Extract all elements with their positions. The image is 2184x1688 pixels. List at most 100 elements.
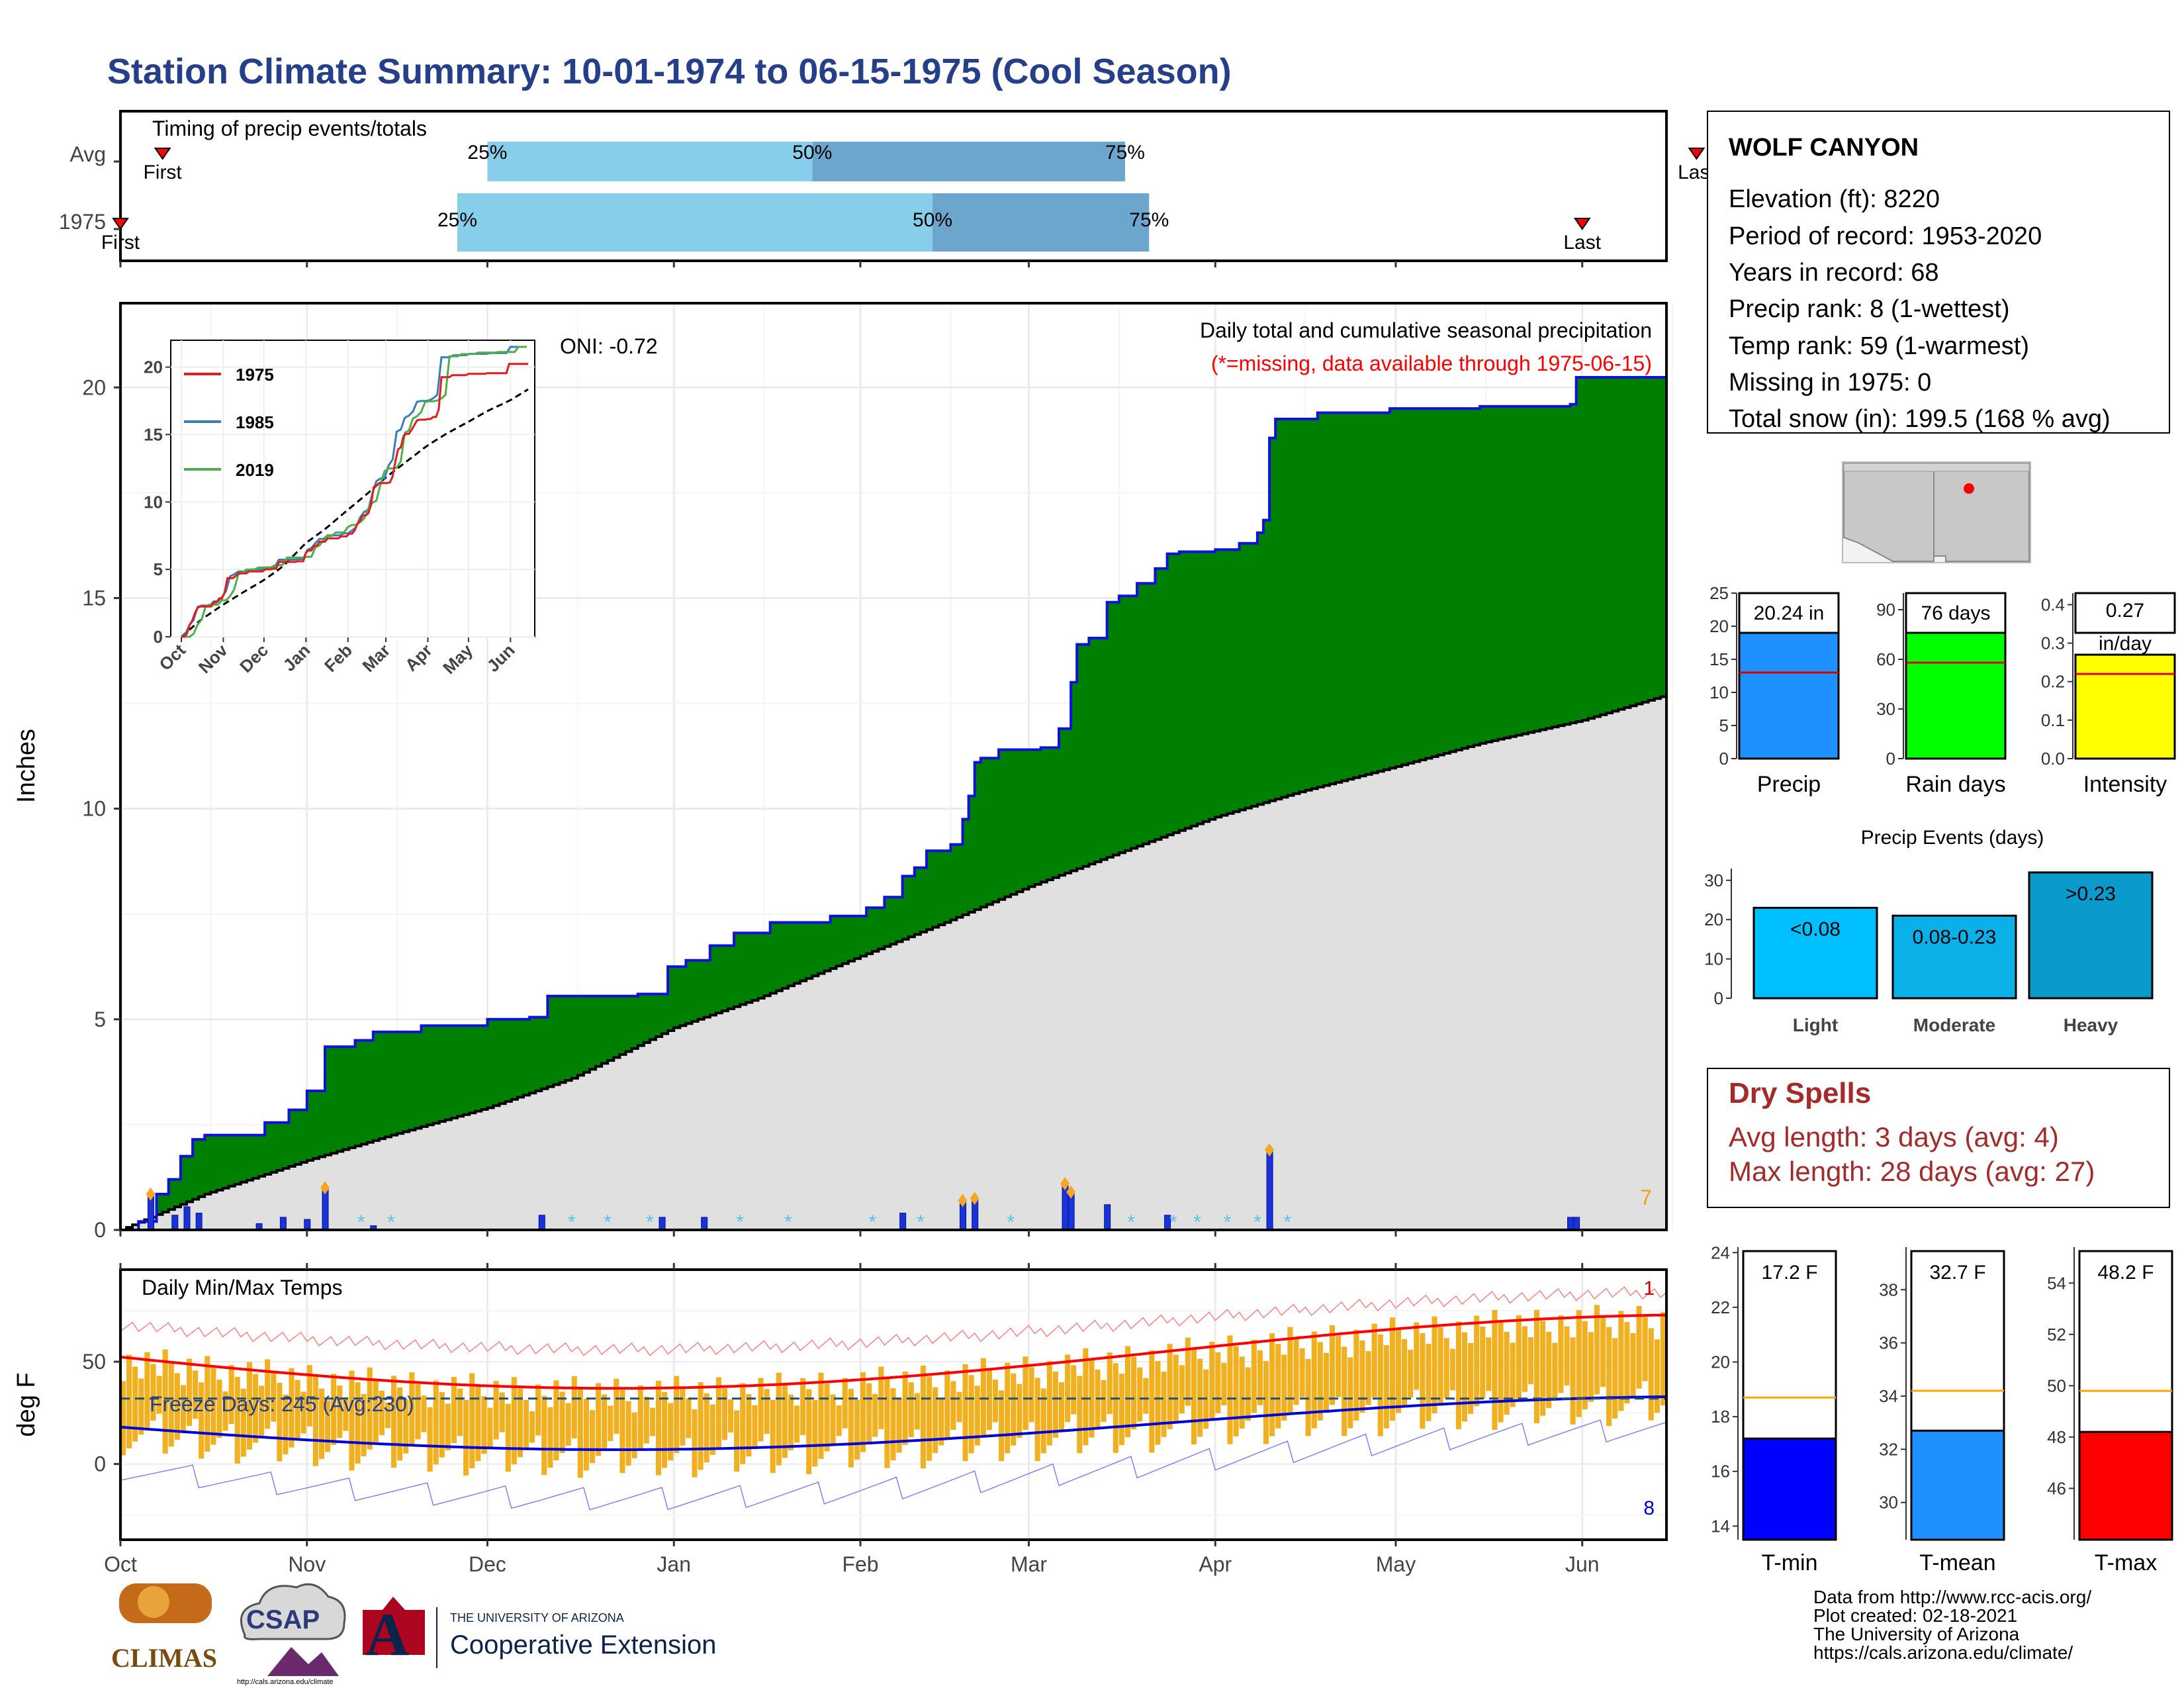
daily-temp-range-bar [252, 1374, 259, 1443]
daily-temp-range-bar [1209, 1341, 1215, 1421]
daily-temp-range-bar [523, 1399, 529, 1450]
daily-temp-range-bar [812, 1400, 818, 1467]
daily-temp-range-bar [138, 1378, 144, 1435]
daily-temp-range-bar [631, 1412, 637, 1458]
daily-temp-range-bar [397, 1387, 403, 1461]
snow-marker: * [1127, 1211, 1135, 1233]
small-bar-tick-label: 0 [1886, 749, 1895, 769]
daily-temp-range-bar [643, 1396, 649, 1444]
daily-temp-range-bar [583, 1399, 589, 1471]
snow-marker: * [784, 1211, 792, 1233]
daily-precip-bar [304, 1219, 311, 1231]
daily-temp-range-bar [1552, 1342, 1558, 1401]
station-period: Period of record: 1953-2020 [1729, 222, 2042, 250]
footer-university: The University of Arizona [1813, 1624, 2020, 1644]
daily-temp-range-bar [962, 1364, 968, 1462]
daily-temp-range-bar [1137, 1367, 1143, 1422]
daily-temp-range-bar [1118, 1374, 1124, 1445]
daily-temp-range-bar [920, 1366, 926, 1469]
daily-temp-range-bar [1124, 1346, 1131, 1438]
events-bar [1752, 906, 1878, 1000]
daily-temp-range-bar [1257, 1350, 1263, 1405]
ua-logo-shield [363, 1597, 425, 1655]
daily-temp-range-bar [1017, 1383, 1023, 1438]
timing-label-25: 25% [437, 209, 477, 231]
daily-temp-range-bar [1564, 1326, 1570, 1385]
station-info-frame [1707, 111, 2170, 434]
daily-temp-range-bar [318, 1388, 325, 1460]
daily-temp-range-bar [1058, 1382, 1065, 1430]
small-bar-tick-label: 0 [1719, 749, 1729, 769]
daily-temp-range-bar [908, 1382, 914, 1438]
daily-temp-range-bar [355, 1382, 361, 1464]
footer-credits: Data from http://www.rcc-acis.org/ Plot … [1813, 1587, 2091, 1663]
daily-temp-range-bar [1034, 1378, 1040, 1462]
temp-ylabel: deg F [13, 1372, 40, 1436]
precip-ylabel: Inches [13, 729, 40, 803]
events-bar [2028, 871, 2154, 1000]
daily-temp-range-bar [1299, 1348, 1305, 1397]
daily-temp-range-bar [391, 1376, 397, 1468]
x-month-label: Apr [1199, 1552, 1232, 1576]
daily-temp-range-bar [409, 1372, 415, 1446]
station-elevation: Elevation (ft): 8220 [1729, 185, 1940, 213]
daily-temp-range-bar [1630, 1333, 1636, 1396]
daily-temp-range-bar [337, 1385, 343, 1438]
min-record-count: 8 [1643, 1497, 1655, 1519]
daily-temp-range-bar [589, 1410, 596, 1464]
daily-temp-range-bar [842, 1378, 848, 1429]
events-bar-value: <0.08 [1790, 918, 1841, 940]
record-precip-marker [1265, 1143, 1275, 1157]
temp-bar-value [1742, 1437, 1837, 1541]
small-bar-label-box [1738, 592, 1840, 634]
daily-precip-bar [899, 1213, 907, 1231]
temp-bar-value [2078, 1430, 2173, 1541]
daily-temp-range-bar [1293, 1337, 1299, 1405]
precip-panel-frame [119, 302, 1668, 1231]
dry-spells-avg: Avg length: 3 days (avg: 4) [1729, 1121, 2059, 1152]
daily-temp-range-bar [1173, 1354, 1179, 1422]
daily-temp-range-bar [222, 1391, 228, 1431]
snow-marker: * [604, 1211, 612, 1233]
daily-temp-range-bar [1287, 1327, 1293, 1413]
snow-marker: * [387, 1211, 395, 1233]
daily-temp-range-bar [517, 1388, 523, 1458]
timing-label: Timing of precip events/totals [152, 117, 427, 140]
daily-temp-range-bar [1052, 1371, 1058, 1438]
last-event-marker [1573, 218, 1591, 230]
daily-temp-range-bar [824, 1383, 830, 1452]
temp-panel-frame [119, 1268, 1668, 1541]
temp-y-axis: 0 50 [82, 1350, 120, 1476]
normal-min-line [120, 1395, 1667, 1451]
daily-temp-range-bar [992, 1380, 999, 1423]
daily-temp-range-bar [1347, 1357, 1353, 1429]
daily-precip-bar [279, 1217, 287, 1231]
daily-temp-range-bar [174, 1373, 180, 1440]
daily-precip-bar [171, 1215, 179, 1231]
daily-temp-range-bar [926, 1376, 933, 1461]
daily-temp-range-bar [306, 1365, 312, 1427]
climas-logo-text: CLIMAS [111, 1643, 217, 1673]
average-cumulative-line [120, 694, 1668, 1231]
small-bar-value [2074, 653, 2176, 760]
small-bar-tick-label: 0.0 [2041, 749, 2065, 769]
daily-temp-range-bar [1233, 1346, 1239, 1436]
daily-precip-bar [1266, 1149, 1273, 1231]
daily-temp-range-bar [475, 1384, 481, 1462]
daily-temp-range-bar [1185, 1337, 1191, 1406]
snow-marker: * [1253, 1211, 1261, 1233]
small-bar-tick-label: 5 [1719, 716, 1729, 735]
station-snow: Total snow (in): 199.5 (168 % avg) [1729, 405, 2111, 433]
daily-temp-range-bar [1371, 1323, 1377, 1397]
temperature-bar-charts: 14 16 18 20 22 24 17.2 F T-min 30 32 34 36 38 32.7 F T… [1711, 1243, 2173, 1575]
precip-series: * * * * * * * * * * * * * * * * [120, 376, 1668, 1233]
daily-temp-range-bar [1558, 1315, 1564, 1393]
temp-bar-tick-label: 48 [2047, 1427, 2066, 1447]
footer-plot-created: Plot created: 02-18-2021 [1813, 1605, 2017, 1626]
temp-bar-tick-label: 34 [1879, 1386, 1898, 1406]
daily-temp-range-bar [608, 1405, 614, 1442]
daily-temp-range-bar [1516, 1315, 1522, 1400]
snow-marker: * [568, 1211, 576, 1233]
daily-precip-bar [538, 1215, 545, 1231]
